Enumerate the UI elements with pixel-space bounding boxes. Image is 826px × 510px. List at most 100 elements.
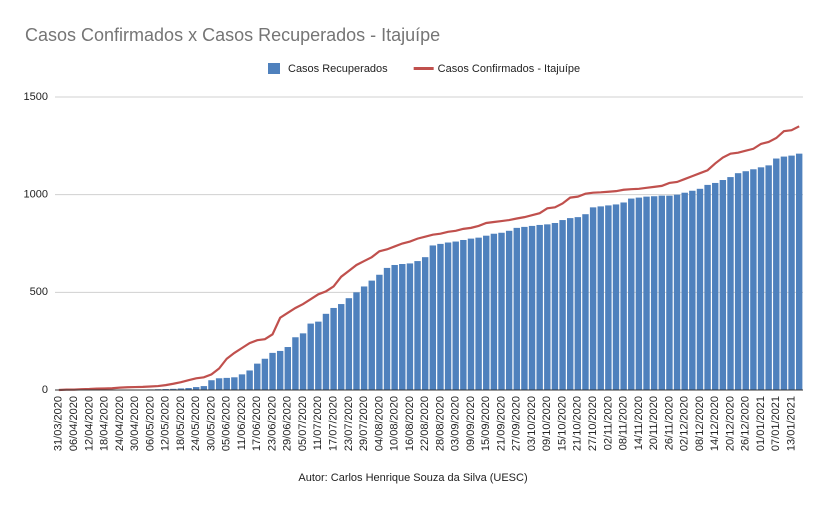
- legend-label: Casos Recuperados: [288, 63, 388, 75]
- bar: [597, 206, 604, 390]
- x-tick-label: 10/08/2020: [389, 396, 401, 451]
- x-tick-label: 08/12/2020: [694, 396, 706, 451]
- bar: [643, 196, 650, 390]
- bar: [208, 380, 215, 390]
- bar: [490, 233, 498, 390]
- x-tick-label: 04/08/2020: [373, 396, 385, 451]
- bar: [757, 167, 765, 390]
- bar: [360, 286, 368, 390]
- x-tick-label: 26/12/2020: [740, 396, 752, 451]
- x-tick-label: 28/08/2020: [434, 396, 446, 451]
- x-tick-label: 24/05/2020: [190, 396, 202, 451]
- x-tick-label: 14/11/2020: [633, 396, 645, 450]
- x-tick-label: 06/05/2020: [144, 396, 156, 451]
- bar: [437, 243, 444, 390]
- bar: [544, 224, 551, 390]
- x-tick-label: 21/09/2020: [495, 396, 507, 451]
- bar: [330, 307, 337, 390]
- bar: [467, 238, 475, 390]
- x-tick-label: 17/06/2020: [251, 396, 263, 451]
- bar: [528, 225, 536, 390]
- bar: [483, 235, 490, 390]
- x-tick-label: 13/01/2021: [785, 396, 797, 451]
- bar: [475, 237, 482, 390]
- x-tick-label: 29/06/2020: [282, 396, 294, 451]
- bar: [750, 169, 757, 390]
- x-tick-label: 12/05/2020: [160, 396, 172, 451]
- legend-swatch: [268, 63, 280, 74]
- x-tick-label: 01/01/2021: [755, 396, 767, 451]
- bar: [551, 222, 559, 390]
- bar: [307, 323, 314, 390]
- bar: [414, 261, 421, 390]
- bar: [620, 202, 627, 390]
- bar: [650, 196, 658, 390]
- bar: [765, 165, 772, 390]
- x-tick-label: 03/10/2020: [526, 396, 538, 451]
- x-tick-label: 02/11/2020: [602, 396, 614, 450]
- x-tick-label: 11/07/2020: [312, 396, 324, 450]
- bar: [689, 190, 696, 390]
- y-tick-label: 0: [42, 384, 48, 396]
- bar: [780, 156, 788, 390]
- bar: [231, 377, 238, 390]
- bar: [574, 217, 582, 390]
- chart-title: Casos Confirmados x Casos Recuperados - …: [25, 25, 440, 45]
- bar: [185, 388, 192, 390]
- bar: [635, 197, 643, 390]
- bar: [788, 155, 795, 390]
- bar: [795, 153, 803, 390]
- bar: [353, 292, 360, 390]
- x-tick-label: 27/10/2020: [587, 396, 599, 451]
- bar: [315, 321, 322, 390]
- bar: [170, 388, 177, 390]
- bar: [292, 337, 299, 390]
- x-tick-label: 11/06/2020: [236, 396, 248, 450]
- bar: [238, 374, 246, 390]
- bar: [322, 313, 330, 390]
- x-tick-label: 18/04/2020: [99, 396, 111, 451]
- bar: [666, 195, 673, 390]
- bar: [246, 370, 253, 390]
- bar: [215, 378, 223, 390]
- bar: [513, 227, 520, 390]
- bar: [429, 245, 437, 390]
- bar: [612, 204, 620, 390]
- x-tick-label: 05/06/2020: [221, 396, 233, 451]
- x-tick-label: 15/10/2020: [556, 396, 568, 451]
- x-tick-label: 23/06/2020: [266, 396, 278, 451]
- x-tick-label: 20/11/2020: [648, 396, 660, 450]
- x-tick-label: 15/09/2020: [480, 396, 492, 451]
- x-tick-label: 31/03/2020: [53, 396, 65, 451]
- bar: [452, 241, 459, 390]
- bar: [712, 182, 719, 390]
- line: [58, 125, 800, 392]
- bar: [444, 242, 452, 390]
- bar: [299, 333, 307, 390]
- bar: [566, 218, 574, 390]
- x-tick-label: 27/09/2020: [511, 396, 523, 451]
- x-tick-label: 14/12/2020: [709, 396, 721, 451]
- bar: [681, 192, 688, 390]
- y-tick-label: 500: [30, 286, 48, 298]
- bar: [673, 194, 681, 390]
- bar: [696, 188, 704, 390]
- bar: [345, 298, 353, 390]
- bar: [559, 220, 566, 390]
- bar: [261, 358, 269, 390]
- bar: [460, 239, 467, 390]
- bar: [498, 232, 505, 390]
- x-tick-label: 23/07/2020: [343, 396, 355, 451]
- bar: [742, 171, 749, 390]
- bar: [368, 280, 375, 390]
- bar: [284, 347, 292, 390]
- x-tick-label: 26/11/2020: [663, 396, 675, 450]
- bar: [589, 207, 597, 390]
- bar: [658, 195, 666, 390]
- bar: [338, 304, 345, 390]
- x-tick-label: 02/12/2020: [679, 396, 691, 451]
- bar: [399, 264, 406, 390]
- bar: [628, 198, 635, 390]
